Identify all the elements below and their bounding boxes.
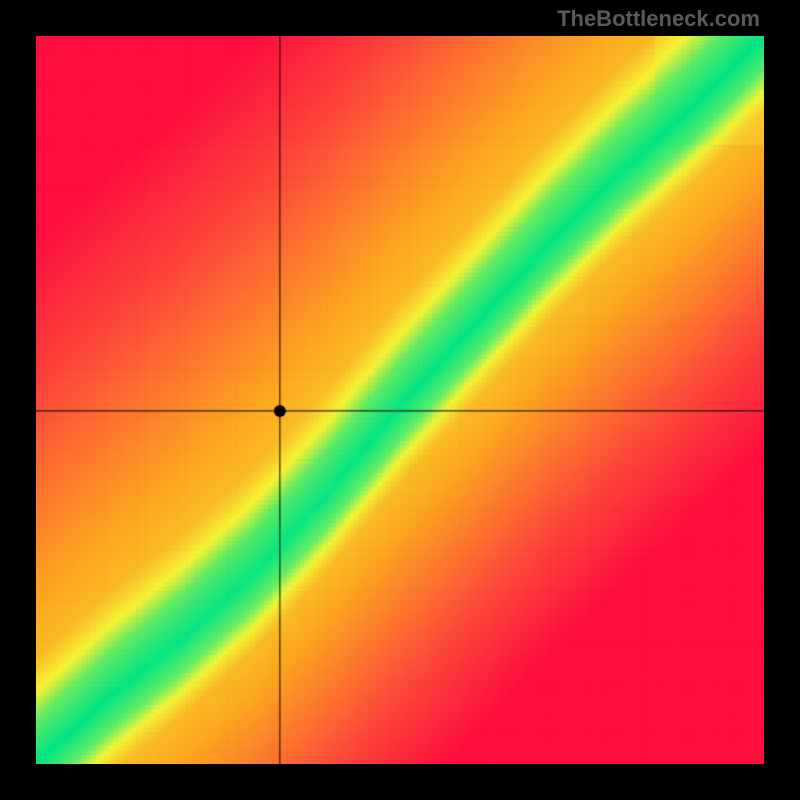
bottleneck-heatmap-chart (36, 36, 764, 764)
watermark-text: TheBottleneck.com (557, 6, 760, 32)
